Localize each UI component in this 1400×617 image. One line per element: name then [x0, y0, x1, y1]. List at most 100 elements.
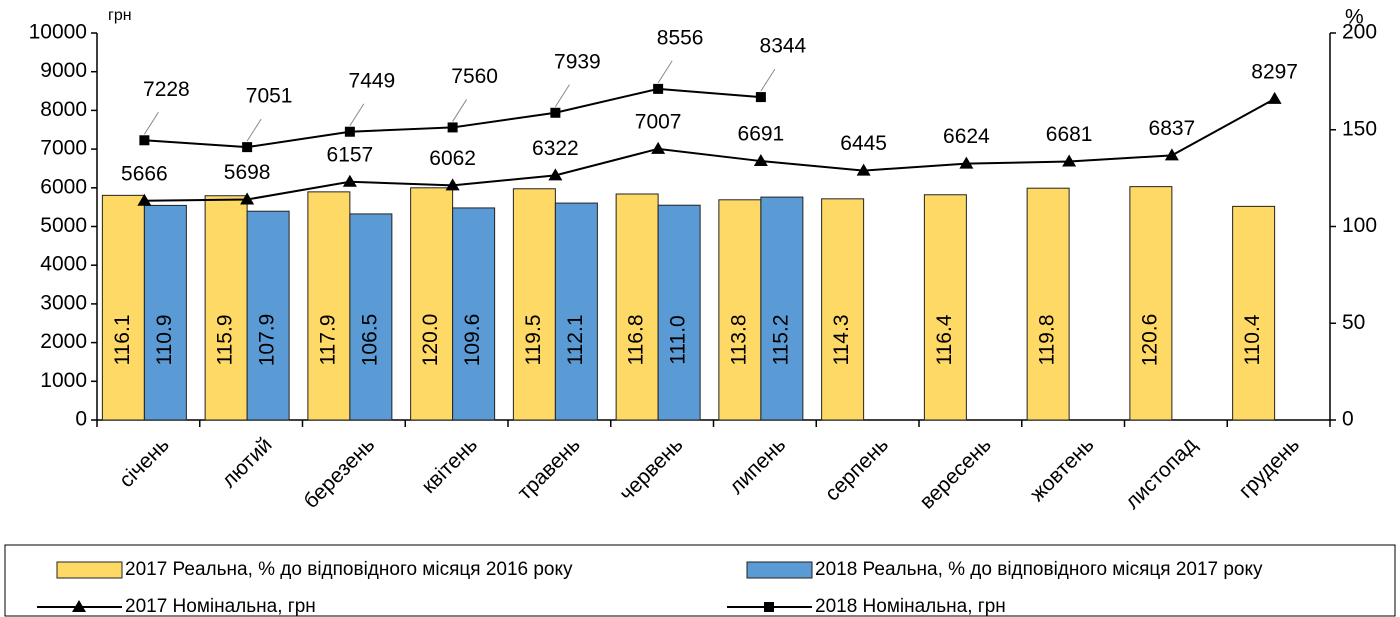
legend-label: 2017 Номінальна, грн — [125, 596, 316, 617]
line-value-label: 7007 — [635, 110, 682, 133]
x-tick-label: липень — [725, 433, 791, 499]
bar-value-label: 109.6 — [461, 314, 484, 367]
marker — [242, 142, 253, 153]
line-value-label: 6837 — [1149, 117, 1196, 140]
bar — [143, 204, 187, 421]
bar-value-label: 119.5 — [522, 315, 545, 366]
x-tick-label: березень — [299, 433, 379, 513]
legend-swatch — [56, 561, 123, 579]
bar — [204, 195, 248, 421]
legend-marker — [72, 600, 86, 612]
line-value-label: 7560 — [451, 65, 498, 88]
x-tick-label: вересень — [915, 433, 995, 513]
bar-value-label: 120.6 — [1138, 314, 1161, 367]
y-tick-label: 2000 — [40, 330, 87, 353]
leader-line — [349, 103, 365, 126]
bar — [657, 204, 701, 421]
bar — [821, 198, 865, 421]
bar-value-label: 120.0 — [419, 314, 442, 367]
bar — [410, 187, 454, 421]
bar — [554, 202, 598, 421]
bar — [760, 196, 804, 421]
line-value-label: 5698 — [224, 161, 271, 184]
x-tick-label: серпень — [821, 433, 893, 505]
bar-value-label: 110.4 — [1241, 314, 1264, 365]
bar-value-label: 115.2 — [769, 315, 792, 366]
bar-value-label: 115.9 — [214, 315, 237, 366]
marker — [445, 178, 460, 191]
y-axis-label: грн — [108, 7, 132, 24]
y2-tick-label: 0 — [1342, 408, 1354, 431]
y-tick-label: 6000 — [40, 175, 87, 198]
bar-value-label: 116.4 — [933, 314, 956, 365]
y2-tick-label: 50 — [1342, 311, 1365, 334]
y2-tick-label: 150 — [1342, 117, 1377, 140]
y-tick-label: 9000 — [40, 59, 87, 82]
y-tick-label: 0 — [75, 408, 87, 431]
line-value-label: 6157 — [327, 143, 374, 166]
x-tick-label: лютий — [217, 433, 276, 492]
line-value-label: 8556 — [657, 26, 704, 49]
legend-marker — [764, 602, 774, 612]
y2-axis-label: % — [1345, 6, 1364, 29]
bar-value-label: 114.3 — [830, 315, 853, 366]
line-value-label: 7228 — [143, 78, 190, 101]
bar — [452, 207, 496, 421]
bar-value-label: 116.8 — [625, 315, 648, 366]
leader-line — [452, 99, 468, 122]
legend-label: 2018 Номінальна, грн — [815, 596, 1006, 617]
x-tick-label: січень — [115, 433, 174, 492]
marker — [1267, 91, 1282, 104]
bar — [615, 193, 659, 421]
marker — [755, 92, 766, 103]
leader-line — [143, 112, 159, 135]
bar-value-label: 106.5 — [358, 314, 381, 367]
marker — [1164, 148, 1179, 161]
y-tick-label: 10000 — [29, 21, 87, 44]
bar-value-label: 117.9 — [316, 315, 339, 366]
legend-box — [4, 544, 1396, 617]
marker — [653, 83, 664, 94]
x-tick-label: жовтень — [1026, 433, 1099, 506]
marker — [240, 192, 255, 205]
line-value-label: 7939 — [554, 50, 601, 73]
y2-tick-label: 200 — [1342, 21, 1377, 44]
leader-line — [657, 60, 673, 84]
y-tick-label: 5000 — [40, 214, 87, 237]
bar — [246, 210, 290, 421]
leader-line — [554, 84, 570, 108]
marker — [344, 126, 355, 137]
bar — [718, 199, 762, 421]
marker — [1062, 154, 1077, 167]
bar-value-label: 107.9 — [256, 314, 279, 367]
bar — [923, 194, 967, 421]
line-value-label: 6322 — [532, 137, 579, 160]
line-value-label: 8344 — [760, 35, 807, 58]
line — [144, 98, 1276, 202]
bar — [512, 188, 556, 421]
bar — [1129, 186, 1173, 421]
bar — [1232, 205, 1276, 421]
marker — [447, 122, 458, 133]
x-tick-label: грудень — [1235, 433, 1305, 503]
legend-label: 2017 Реальна, % до відповідного місяця 2… — [125, 559, 573, 580]
leader-line — [760, 68, 776, 92]
marker — [959, 156, 974, 169]
bar-value-label: 112.1 — [564, 315, 587, 366]
y-tick-label: 3000 — [40, 291, 87, 314]
bar — [101, 194, 145, 421]
legend-swatch — [746, 561, 813, 579]
y2-tick-label: 100 — [1342, 214, 1377, 237]
bar-value-label: 110.9 — [153, 315, 176, 366]
line-value-label: 6624 — [943, 125, 990, 148]
x-tick-label: квітень — [417, 433, 482, 498]
line-value-label: 5666 — [121, 162, 168, 185]
line-value-label: 7449 — [349, 69, 396, 92]
x-tick-label: листопад — [1121, 433, 1202, 514]
line-value-label: 6062 — [429, 147, 476, 170]
bar — [307, 191, 351, 421]
bar — [349, 213, 393, 421]
bar — [1026, 187, 1070, 421]
marker — [651, 141, 666, 154]
